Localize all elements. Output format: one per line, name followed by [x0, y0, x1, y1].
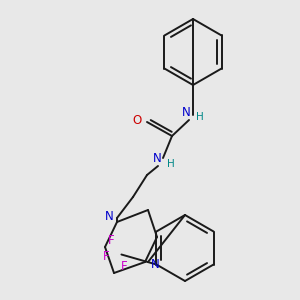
Text: O: O [132, 113, 142, 127]
Text: F: F [121, 260, 128, 273]
Text: N: N [105, 211, 113, 224]
Text: N: N [153, 152, 161, 166]
Text: F: F [103, 250, 110, 263]
Text: N: N [151, 257, 159, 271]
Text: F: F [108, 234, 115, 247]
Text: H: H [196, 112, 204, 122]
Text: H: H [167, 159, 175, 169]
Text: N: N [182, 106, 190, 119]
